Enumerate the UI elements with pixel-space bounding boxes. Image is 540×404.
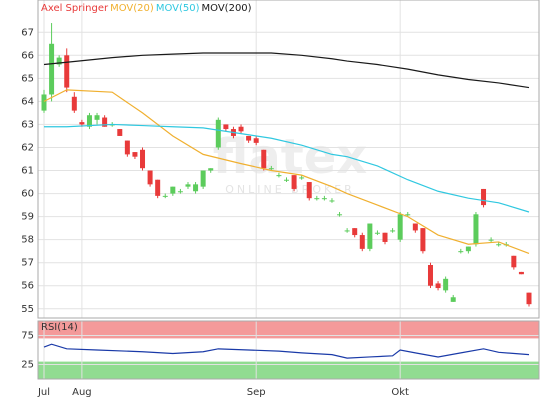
candle-body	[223, 124, 229, 130]
candle-body	[390, 230, 396, 232]
candle-body	[465, 246, 471, 252]
candle-body	[420, 228, 426, 252]
candle-body	[162, 195, 168, 197]
candle-body	[155, 179, 161, 196]
band	[38, 361, 539, 379]
candle-body	[147, 170, 153, 185]
y-tick-label: 60	[21, 189, 34, 200]
y-tick-label: 61	[21, 166, 34, 177]
candle-body	[299, 177, 305, 179]
watermark-tagline: ONLINE BROKER	[225, 183, 355, 196]
y-tick-label: 63	[21, 119, 34, 130]
candle-body	[291, 175, 297, 189]
legend-entry: MOV(200)	[202, 3, 252, 14]
candle-body	[337, 214, 343, 216]
candle-body	[64, 55, 70, 88]
candle-body	[170, 186, 176, 194]
candle-body	[329, 200, 335, 202]
candle-body	[481, 188, 487, 206]
candle-body	[276, 175, 282, 177]
plot-frame	[37, 320, 540, 380]
candle-body	[412, 223, 418, 231]
candle-body	[458, 251, 464, 253]
y-tick-label: 25	[21, 360, 34, 371]
y-tick-label: 64	[21, 96, 34, 107]
y-tick-label: 59	[21, 212, 34, 223]
candle-body	[208, 168, 214, 171]
candle-body	[124, 140, 130, 155]
legend-entry: MOV(50)	[156, 3, 200, 14]
y-tick-label: 67	[21, 27, 34, 38]
y-tick-label: 58	[21, 235, 34, 246]
line-series	[43, 89, 530, 255]
band	[38, 321, 539, 339]
candle-body	[200, 170, 206, 187]
candle-body	[268, 168, 274, 170]
candle-body	[344, 230, 350, 232]
candle-body	[79, 122, 85, 125]
candle-body	[261, 149, 267, 169]
candle-body	[215, 119, 221, 148]
candle-body	[518, 271, 524, 275]
candle-body	[359, 235, 365, 249]
y-tick-label: 62	[21, 142, 34, 153]
y-tick-label: 56	[21, 281, 34, 292]
x-tick-label: Jul	[37, 387, 50, 398]
panel-title: RSI(14)	[41, 322, 78, 333]
candle-body	[284, 179, 289, 181]
candle-body	[246, 135, 252, 141]
candle-body	[86, 115, 92, 127]
x-tick-label: Aug	[72, 387, 92, 398]
plot-frame	[37, 0, 540, 319]
candle-body	[496, 244, 502, 246]
y-tick-label: 65	[21, 73, 34, 84]
candle-body	[238, 126, 244, 132]
candle-body	[185, 184, 191, 187]
x-tick-label: Sep	[247, 387, 266, 398]
candle-body	[321, 198, 327, 200]
candle-body	[132, 152, 138, 157]
candle-body	[94, 115, 100, 120]
candle-body	[473, 214, 479, 245]
watermark: flatex	[213, 129, 367, 185]
candle-body	[41, 94, 47, 111]
candle-body	[511, 255, 517, 268]
candle-body	[56, 57, 62, 65]
candle-body	[352, 228, 358, 236]
candle-body	[71, 96, 77, 111]
candle-body	[405, 214, 411, 216]
candle-body	[397, 214, 403, 240]
x-tick-label: Okt	[391, 387, 409, 398]
candle-body	[450, 297, 456, 302]
candle-body	[177, 191, 183, 193]
candle-body	[314, 198, 320, 200]
candle-body	[427, 265, 433, 286]
candle-body	[140, 149, 146, 169]
candle-body	[443, 278, 449, 291]
candle-body	[382, 232, 388, 242]
line-series	[44, 123, 530, 213]
y-tick-label: 57	[21, 258, 34, 269]
y-tick-label: 55	[21, 304, 34, 315]
line-series	[43, 343, 530, 359]
candle-body	[435, 283, 441, 289]
candle-body	[367, 223, 373, 249]
y-tick-label: 75	[21, 331, 34, 342]
candle-body	[102, 117, 108, 127]
candle-body	[488, 239, 494, 241]
candle-body	[306, 182, 312, 199]
candle-body	[374, 232, 380, 234]
candle-body	[117, 129, 123, 136]
candle-body	[526, 292, 532, 305]
candle-body	[193, 184, 199, 192]
candle-body	[253, 138, 259, 143]
line-series	[43, 52, 530, 89]
legend-entry: MOV(20)	[110, 3, 154, 14]
candle-body	[49, 43, 55, 95]
y-tick-label: 66	[21, 50, 34, 61]
legend-title: Axel Springer	[41, 3, 109, 14]
